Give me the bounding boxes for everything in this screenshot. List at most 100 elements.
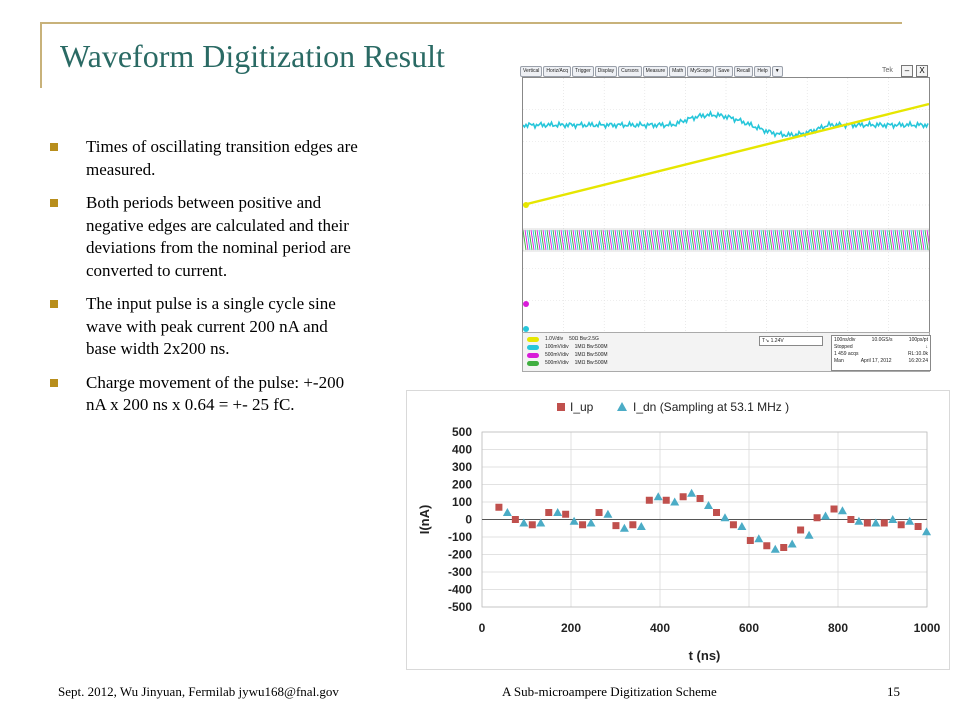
scope-menu-item[interactable]: Help [754, 66, 771, 77]
data-point-i-up [813, 514, 821, 522]
scope-menu-bar: Vertical Horiz/Acq Trigger Display Cursors Me… [520, 66, 860, 77]
trigger-readout: T↘ 1.24V [759, 336, 823, 346]
data-point-i-dn [821, 511, 831, 520]
channel-row: 100mV/div 1MΩ Bw:500M [527, 343, 608, 351]
scope-menu-item[interactable]: Save [715, 66, 733, 77]
channel-4-badge [527, 360, 539, 366]
data-point-i-dn [536, 518, 546, 527]
bullet-square-icon [50, 143, 58, 151]
data-point-i-dn [888, 515, 898, 523]
channel-2-marker-icon [523, 326, 529, 332]
x-axis-label: t (ns) [689, 648, 721, 663]
acq-state-icon: ↓ [925, 344, 929, 350]
scope-menu-item[interactable]: Cursors [618, 66, 642, 77]
channel-1-marker-icon [523, 202, 529, 208]
data-point-i-dn [922, 527, 932, 536]
acq-state: Stopped [834, 344, 853, 350]
y-tick-label: -100 [448, 530, 472, 544]
data-point-i-dn [737, 522, 747, 530]
scope-waveform-display [523, 78, 929, 332]
scope-menu-item[interactable]: Horiz/Acq [543, 66, 572, 77]
data-point-i-up [612, 522, 620, 530]
data-point-i-dn [770, 544, 780, 553]
channel-row: 1.0V/div 50Ω Bw:2.5G [527, 335, 599, 343]
data-point-i-dn [636, 522, 646, 530]
scope-digital-band [523, 228, 929, 252]
y-tick-label: 500 [452, 425, 472, 439]
data-point-i-up [511, 516, 519, 523]
x-tick-label: 600 [739, 621, 759, 635]
channel-scale: 500mV/div [545, 360, 569, 366]
y-tick-label: 100 [452, 495, 472, 509]
scope-menu-item[interactable]: Measure [642, 66, 669, 77]
x-tick-label: 400 [650, 621, 670, 635]
date: April 17, 2012 [860, 358, 892, 364]
scope-menu-item[interactable]: ▼ [771, 66, 783, 77]
minimize-button[interactable]: – [901, 65, 913, 77]
acq-count: 1 459 acqs [834, 351, 859, 357]
scope-menu-item[interactable]: Trigger [572, 66, 594, 77]
footer-talk-title: A Sub-microampere Digitization Scheme [502, 684, 717, 699]
bullet-text: Times of oscillating transition edges ar… [86, 137, 358, 179]
trigger-mode: Man [834, 358, 844, 364]
frame-top-line [40, 22, 902, 24]
timebase-scale: 100ns/div [834, 337, 856, 343]
x-tick-label: 200 [561, 621, 581, 635]
point-spacing: 100ps/pt [908, 337, 928, 343]
channel-spec: 1MΩ Bw:500M [574, 352, 608, 358]
record-length: RL:10.0k [907, 351, 928, 357]
data-point-i-up [679, 493, 687, 501]
close-button[interactable]: X [916, 65, 928, 77]
scope-menu-item[interactable]: Vertical [520, 66, 543, 77]
y-tick-label: 400 [452, 443, 472, 457]
scope-menu-item[interactable]: MyScope [687, 66, 715, 77]
frame-left-line [40, 22, 42, 88]
data-point-i-up [914, 523, 922, 530]
timebase-readout: 100ns/div 10.0GS/s 100ps/pt Stopped ↓ 1 459… [831, 335, 931, 371]
data-point-i-dn [553, 508, 563, 516]
data-point-i-up [780, 544, 788, 551]
channel-scale: 1.0V/div [545, 336, 564, 342]
channel-3-badge [527, 352, 539, 358]
scope-trace-digital [524, 229, 929, 251]
data-point-i-dn [586, 518, 596, 527]
sample-rate: 10.0GS/s [871, 337, 893, 343]
data-point-i-up [746, 537, 754, 544]
data-point-i-dn [603, 509, 613, 518]
channel-3-marker-icon [523, 301, 529, 307]
scope-trace-yellow [523, 102, 929, 207]
data-point-i-up [662, 496, 670, 504]
data-point-i-up [830, 505, 838, 513]
y-axis-label: I(nA) [417, 505, 432, 535]
footer-author: Sept. 2012, Wu Jinyuan, Fermilab jywu168… [58, 684, 339, 699]
scope-trace-digital [526, 229, 929, 251]
bullet-square-icon [50, 378, 58, 387]
data-point-i-dn [519, 518, 529, 527]
bullet-item: Times of oscillating transition edges ar… [46, 136, 358, 181]
current-scatter-chart: 500 400 300 200 100 0 -100 -200 -300 -400 -500 0 200… [406, 390, 950, 670]
legend-marker-i-dn [617, 402, 627, 411]
channel-row: 500mV/div 1MΩ Bw:500M [527, 351, 608, 359]
data-point-i-dn [804, 530, 814, 539]
trigger-level: 1.24V [770, 338, 784, 344]
channel-row: 500mV/div 1MΩ Bw:500M [527, 359, 608, 367]
bullet-text: Both periods between positive and negati… [86, 193, 351, 280]
data-point-i-up [696, 495, 704, 502]
data-point-i-dn [704, 501, 714, 509]
y-tick-label: -500 [448, 600, 472, 614]
data-point-i-up [645, 496, 653, 504]
data-point-i-dn [653, 492, 663, 501]
x-tick-label: 800 [828, 621, 848, 635]
scope-menu-item[interactable]: Math [669, 66, 687, 77]
data-point-i-up [847, 516, 855, 523]
scope-menu-item[interactable]: Recall [733, 66, 754, 77]
scope-menu-item[interactable]: Display [594, 66, 618, 77]
data-point-i-dn [619, 523, 629, 532]
scope-status-panel: 1.0V/div 50Ω Bw:2.5G 100mV/div 1MΩ Bw:500M… [522, 332, 931, 372]
data-point-i-dn [502, 508, 512, 516]
channel-spec: 50Ω Bw:2.5G [569, 336, 599, 342]
slide-title: Waveform Digitization Result [60, 38, 445, 74]
data-point-i-up [797, 526, 805, 534]
y-tick-label: 300 [452, 460, 472, 474]
